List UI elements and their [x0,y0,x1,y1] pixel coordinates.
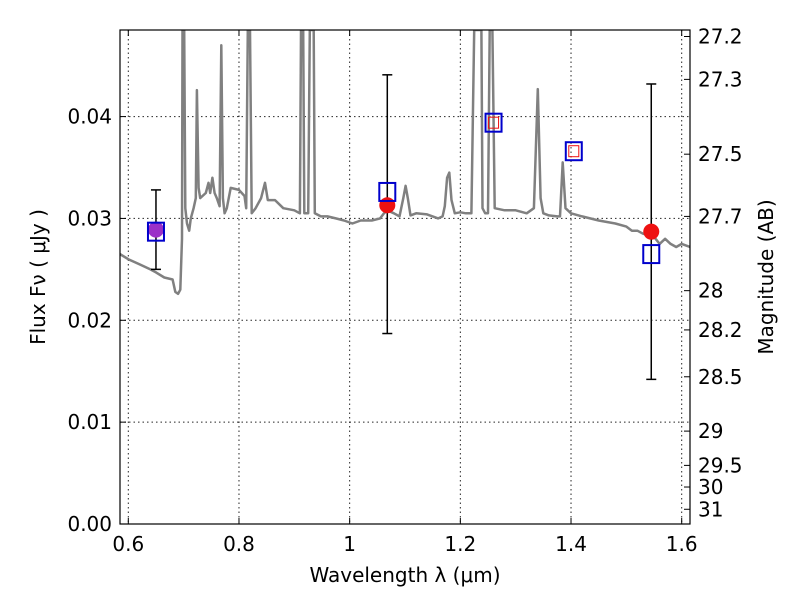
model-square [642,244,661,265]
x-tick-label: 0.8 [223,532,255,556]
grid-layer [120,30,690,525]
spectrum-layer [120,30,690,296]
y2-tick-label: 30 [698,475,723,499]
points-layer [146,74,661,381]
y2-tick-label: 31 [698,497,723,521]
x-tick-label: 1 [343,532,356,556]
y2-tick-label: 27.5 [698,142,743,166]
data-point [147,221,164,238]
spectrum-line [120,30,690,296]
x-axis-label: Wavelength λ (μm) [309,563,500,587]
model-square [378,181,397,202]
y-tick-label: 0.03 [67,206,112,230]
inner-square [488,116,500,129]
y2-tick-label: 28.5 [698,365,743,389]
x-tick-label: 0.6 [112,532,144,556]
plot-frame [119,29,691,525]
data-point [643,223,660,240]
x-tick-label: 1.6 [666,532,698,556]
y-tick-label: 0.01 [67,410,112,434]
y2-tick-label: 28.2 [698,318,743,342]
model-square [146,221,165,242]
y2-tick-label: 27.7 [698,204,743,228]
model-square [564,141,583,162]
y2-axis-label: Magnitude (AB) [754,199,778,354]
y-tick-label: 0.04 [67,105,112,129]
x-axis: 0.6 0.8 1 1.2 1.4 1.6 [112,30,698,556]
y-axis-label: Flux Fν ( μJy ) [26,209,50,345]
y2-tick-label: 28 [698,279,723,303]
y2-tick-label: 29 [698,419,723,443]
y-axis: 0.00 0.01 0.02 0.03 0.04 [67,105,126,536]
y2-tick-label: 27.2 [698,24,743,48]
y-tick-label: 0.02 [67,308,112,332]
y-tick-label: 0.00 [67,512,112,536]
x-tick-label: 1.2 [444,532,476,556]
inner-square [568,145,580,158]
y2-tick-label: 29.5 [698,453,743,477]
model-square [484,112,503,133]
data-point [379,197,396,214]
x-tick-label: 1.4 [555,532,587,556]
y2-tick-label: 27.3 [698,67,743,91]
